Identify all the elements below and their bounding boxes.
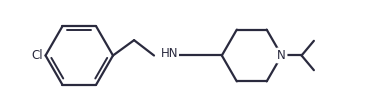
Text: HN: HN: [161, 47, 178, 60]
Text: Cl: Cl: [32, 49, 43, 62]
Text: N: N: [277, 49, 286, 62]
